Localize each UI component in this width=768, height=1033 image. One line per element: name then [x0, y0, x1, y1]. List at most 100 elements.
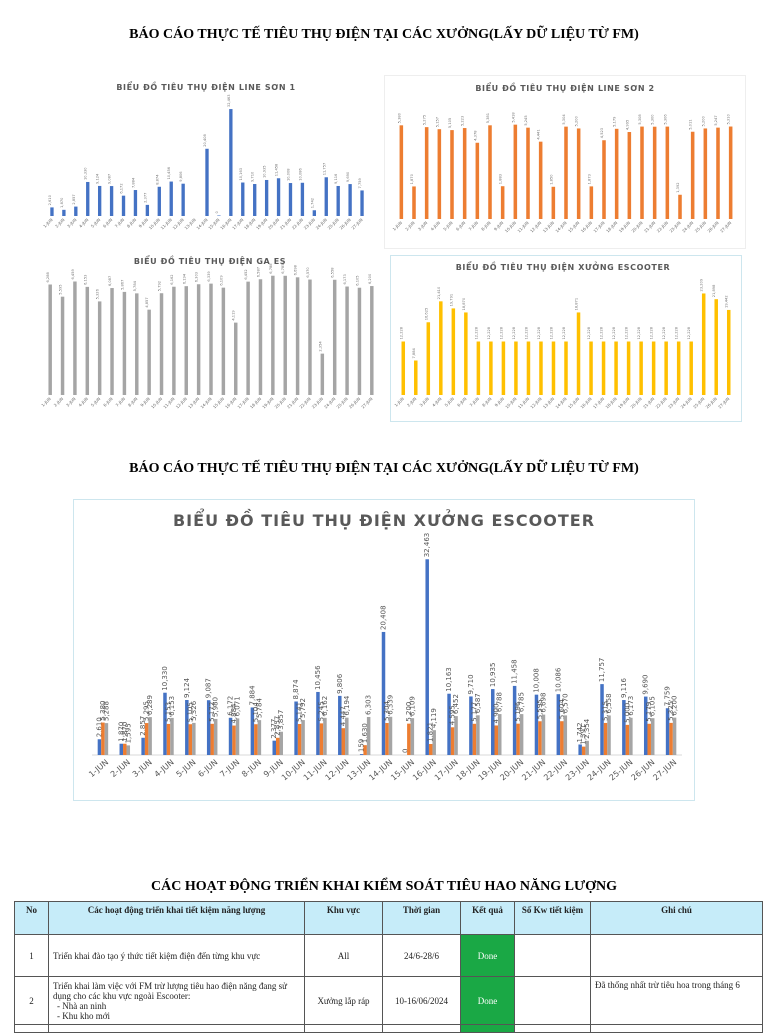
data-label: 4,523	[600, 128, 604, 138]
data-label: 5,326	[96, 288, 100, 299]
bar	[514, 125, 518, 219]
tick-label: 21-JUN	[279, 217, 292, 230]
data-label: 6,173	[343, 274, 347, 284]
tick-label: 13-JUN	[345, 758, 372, 783]
bar	[345, 287, 348, 395]
header-time: Thời gian	[383, 902, 461, 935]
data-label: 12,228	[562, 326, 566, 339]
bar	[123, 292, 126, 395]
bar	[691, 132, 695, 219]
data-label: 12,228	[662, 326, 666, 339]
bar	[488, 125, 492, 219]
bar	[259, 279, 262, 395]
tick-label: 6-JUN	[455, 220, 467, 232]
data-label: 6,153	[83, 275, 87, 285]
bar	[265, 180, 268, 216]
tick-label: 16-JUN	[224, 396, 237, 409]
bar	[564, 127, 568, 219]
bar	[514, 342, 518, 395]
chart-title: BIỂU ĐỒ TIÊU THỤ ĐIỆN LINE SƠN 2	[475, 81, 654, 93]
data-label: 7,759	[358, 177, 362, 188]
tick-label: 26-JUN	[338, 217, 351, 230]
tick-label: 2-JUN	[53, 396, 65, 408]
data-label: 21,410	[437, 286, 441, 299]
data-label: 4,995	[625, 120, 629, 130]
tick-label: 6-JUN	[196, 758, 219, 779]
bar	[476, 143, 480, 219]
data-label: 12,228	[600, 326, 604, 339]
chart-escooter-small-svg: BIỂU ĐỒ TIÊU THỤ ĐIỆN XƯỞNG ESCOOTER12,2…	[391, 256, 741, 421]
tick-label: 6-JUN	[102, 396, 114, 408]
data-label: 8,874	[292, 679, 300, 700]
bar	[105, 723, 108, 755]
data-label: 9,124	[183, 677, 191, 698]
bar	[629, 718, 632, 755]
bar	[590, 186, 594, 219]
tick-label: 3-JUN	[418, 396, 430, 408]
data-label: 12,228	[587, 326, 591, 339]
bar	[501, 186, 505, 219]
bar	[358, 288, 361, 395]
data-label: 4,441	[537, 129, 541, 139]
data-label: 9,124	[96, 173, 100, 184]
row-activity-text: Triển khai làm việc với FM trừ lượng tiê…	[53, 981, 300, 1001]
tick-label: 12-JUN	[529, 396, 542, 409]
data-label: 5,310	[727, 114, 731, 125]
tick-label: 19-JUN	[255, 217, 268, 230]
tick-label: 4-JUN	[431, 396, 443, 408]
data-label: 12,228	[474, 326, 478, 339]
table-row	[15, 1025, 763, 1033]
tick-label: 20-JUN	[274, 396, 287, 409]
bar	[614, 342, 618, 395]
data-label: 6,087	[108, 276, 112, 286]
data-label: 10,163	[445, 667, 453, 692]
data-label: 5,867	[120, 280, 124, 290]
data-label: 2,610	[48, 194, 52, 205]
tick-label: 18-JUN	[249, 396, 262, 409]
data-label: 10,935	[263, 165, 267, 178]
tick-label: 15-JUN	[567, 396, 580, 409]
bar	[348, 184, 351, 216]
tick-label: 12-JUN	[529, 220, 542, 233]
bar	[234, 323, 237, 395]
tick-label: 15-JUN	[389, 758, 416, 783]
bar	[577, 312, 581, 395]
bar	[122, 196, 125, 216]
data-label: 6,153	[168, 696, 176, 716]
activities-table: No Các hoạt động triển khai tiết kiệm nă…	[14, 901, 763, 1033]
tick-label: 25-JUN	[692, 396, 705, 409]
row-saved	[515, 935, 591, 977]
table-row: 1 Triển khai đào tạo ý thức tiết kiệm đi…	[15, 935, 763, 977]
data-label: 11,458	[275, 163, 279, 176]
data-label: 6,570	[306, 267, 310, 278]
tick-label: 26-JUN	[706, 220, 719, 233]
chart-title: BIỂU ĐỒ TIÊU THỤ ĐIỆN LINE SƠN 1	[116, 80, 295, 92]
table-row: 2 Triển khai làm việc với FM trừ lượng t…	[15, 977, 763, 1025]
data-label: 12,228	[499, 326, 503, 339]
data-label: 6,558	[605, 693, 613, 713]
bar	[98, 301, 101, 395]
bar	[385, 723, 388, 755]
bar	[205, 149, 208, 216]
bar	[110, 288, 113, 395]
tick-label: 3-JUN	[417, 220, 429, 232]
tick-label: 7-JUN	[469, 396, 481, 408]
bar	[313, 210, 316, 216]
tick-label: 7-JUN	[468, 220, 480, 232]
bar	[98, 186, 101, 216]
tick-label: 4-JUN	[153, 758, 176, 779]
bar	[412, 186, 416, 219]
data-label: 1,883	[499, 174, 503, 184]
tick-label: 8-JUN	[240, 758, 263, 779]
tick-label: 10-JUN	[280, 758, 307, 783]
data-label: 20,408	[203, 133, 207, 146]
data-label: 5,980	[212, 697, 220, 717]
list-item: Khu kho mới	[67, 1011, 300, 1021]
report-title-mid: BÁO CÁO THỰC TẾ TIÊU THỤ ĐIỆN TẠI CÁC XƯ…	[0, 461, 768, 477]
bar	[652, 342, 656, 395]
data-label: 7,884	[131, 177, 135, 188]
bar	[325, 177, 328, 216]
row-time: 24/6-28/6	[383, 935, 461, 977]
bar	[120, 744, 123, 755]
